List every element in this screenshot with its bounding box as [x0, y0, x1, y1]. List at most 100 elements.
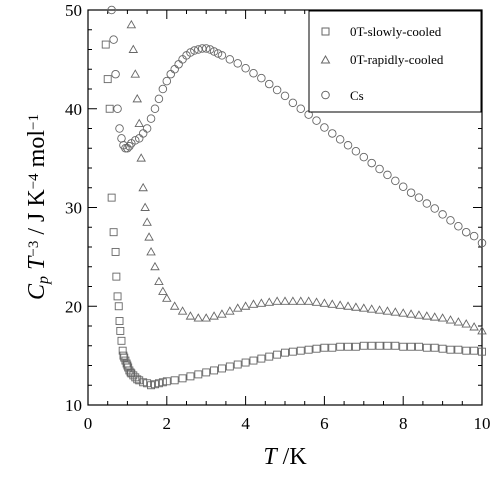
data-point-square [328, 343, 337, 352]
data-point-triangle [193, 313, 204, 322]
data-point-triangle [162, 293, 172, 302]
data-point-triangle [429, 312, 440, 321]
data-point-triangle [264, 297, 275, 306]
x-tick-label: 8 [399, 414, 408, 433]
data-point-triangle [398, 308, 408, 317]
data-point-triangle [185, 311, 196, 320]
series-square [101, 40, 486, 390]
data-point-circle [257, 73, 266, 83]
data-point-circle [111, 69, 120, 79]
data-point-triangle [414, 310, 424, 319]
data-point-triangle [327, 299, 338, 308]
data-point-circle [351, 146, 361, 156]
data-point-square [119, 351, 128, 360]
series-triangle [126, 19, 487, 335]
data-point-square [126, 368, 135, 377]
data-point-circle [343, 141, 353, 150]
data-point-square [422, 343, 431, 352]
data-point-square [391, 341, 400, 350]
data-point-circle [414, 193, 424, 202]
data-point-triangle [359, 303, 369, 312]
data-point-triangle [303, 296, 314, 305]
data-point-circle [454, 222, 463, 231]
data-point-circle [383, 170, 392, 180]
data-point-circle [217, 51, 227, 60]
series-circle [107, 5, 487, 248]
data-point-triangle [319, 298, 330, 307]
data-point-circle [296, 104, 306, 113]
data-point-circle [264, 79, 274, 89]
data-point-triangle [232, 303, 243, 312]
x-axis-title: T /K [263, 444, 307, 470]
data-point-circle [117, 134, 126, 143]
data-point-triangle [136, 153, 146, 162]
data-point-square [113, 292, 122, 301]
x-tick-label: 10 [474, 414, 491, 433]
data-point-circle [138, 129, 148, 138]
y-tick-label: 10 [65, 396, 82, 415]
data-point-triangle [351, 302, 361, 311]
x-tick-label: 6 [320, 414, 329, 433]
data-point-circle [113, 104, 122, 113]
data-point-square [186, 372, 195, 381]
data-point-circle [150, 104, 160, 113]
x-axis-unit: /K [277, 444, 308, 470]
data-point-circle [398, 182, 408, 192]
data-point-circle [205, 45, 215, 54]
data-point-circle [272, 85, 282, 95]
y-axis-mol: mol [24, 130, 50, 174]
data-point-square [114, 302, 123, 311]
data-point-triangle [177, 306, 188, 315]
legend-marker-slowly-cooled [321, 27, 330, 36]
data-point-circle [166, 69, 175, 79]
data-point-square [194, 370, 203, 379]
data-point-square [103, 75, 112, 84]
data-point-circle [312, 116, 321, 125]
y-tick-label: 20 [65, 297, 82, 316]
data-point-square [257, 354, 266, 363]
data-point-square [478, 347, 486, 356]
data-point-square [105, 104, 114, 113]
data-point-square [462, 346, 471, 355]
data-point-square [107, 193, 116, 202]
data-point-circle [131, 136, 140, 145]
data-point-circle [201, 44, 211, 53]
data-point-square [273, 350, 282, 359]
data-point-circle [170, 64, 179, 74]
y-axis-unit-sup1: −4 [26, 173, 42, 189]
data-point-circle [391, 176, 400, 186]
data-point-square [120, 353, 129, 362]
data-point-triangle [390, 307, 401, 316]
y-axis-c: C [24, 283, 50, 300]
data-point-triangle [406, 309, 416, 318]
data-point-square [249, 356, 258, 365]
data-point-square [407, 342, 416, 351]
legend: 0T-slowly-cooled 0T-rapidly-cooled Cs [308, 10, 482, 113]
data-point-triangle [453, 317, 464, 326]
x-tick-label: 4 [241, 414, 250, 433]
y-tick-label: 30 [65, 199, 82, 218]
y-tick-label: 40 [65, 100, 82, 119]
data-point-square [288, 347, 297, 356]
data-point-triangle [422, 311, 432, 320]
data-point-circle [406, 188, 416, 197]
y-tick-label: 50 [65, 1, 82, 20]
data-point-circle [430, 204, 439, 213]
data-point-triangle [295, 296, 306, 305]
data-point-square [344, 342, 352, 351]
data-point-circle [288, 98, 298, 108]
x-tick-label: 2 [163, 414, 172, 433]
data-point-triangle [382, 306, 393, 315]
data-point-circle [477, 238, 487, 248]
data-point-circle [422, 199, 432, 208]
data-point-square [351, 342, 360, 351]
data-point-square [383, 341, 392, 350]
data-point-circle [446, 216, 455, 225]
data-point-square [454, 345, 463, 354]
data-point-circle [154, 94, 164, 104]
data-point-square [101, 40, 110, 49]
data-point-circle [280, 91, 290, 101]
data-point-triangle [288, 296, 298, 305]
data-point-square [359, 341, 368, 350]
data-point-circle [375, 164, 384, 174]
